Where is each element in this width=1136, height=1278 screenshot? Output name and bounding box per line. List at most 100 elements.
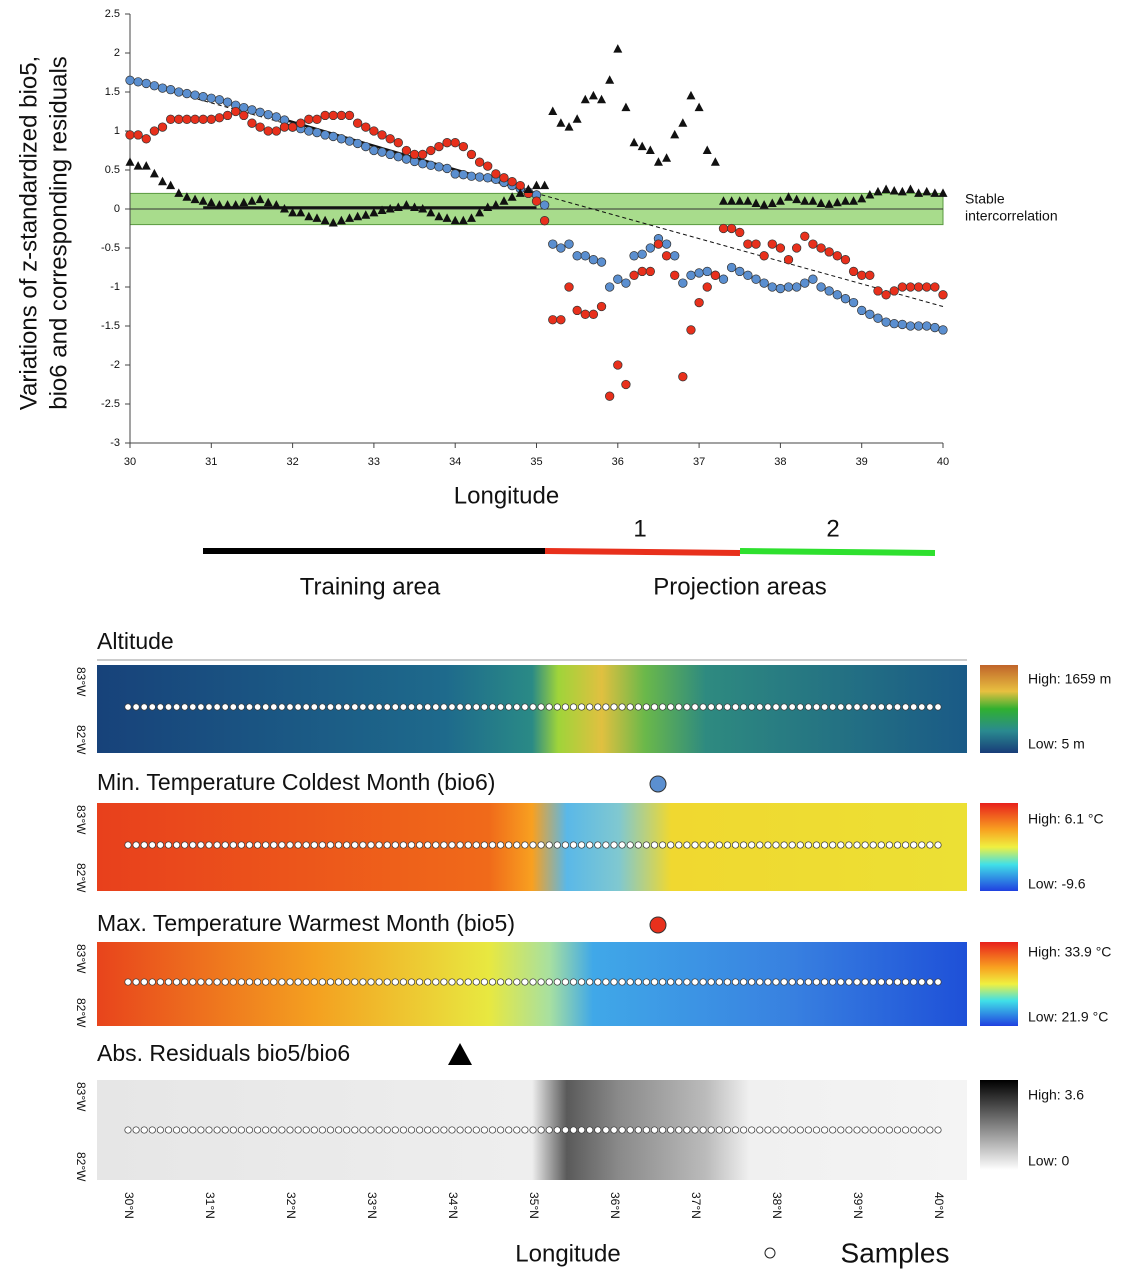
point (426, 145, 436, 156)
sample (594, 1126, 602, 1134)
sample (270, 978, 278, 986)
sample (181, 1126, 189, 1134)
point (645, 266, 655, 277)
sample (545, 841, 553, 849)
sample (262, 703, 270, 711)
lat-label: 83°W (74, 805, 88, 835)
sample (245, 703, 254, 711)
point (548, 315, 558, 325)
sample (715, 1126, 723, 1134)
sample (537, 1126, 545, 1134)
residual-point (442, 213, 452, 222)
point (930, 322, 940, 333)
sample (399, 978, 407, 986)
sample (788, 841, 796, 849)
residual-point (401, 200, 411, 209)
sample (205, 1126, 213, 1134)
point (857, 270, 867, 280)
point (312, 127, 322, 138)
point (897, 319, 907, 330)
point (336, 110, 347, 121)
residual-point (418, 204, 428, 213)
sample (748, 978, 756, 986)
sample (351, 841, 359, 849)
point (474, 157, 485, 167)
sample (885, 703, 893, 711)
sample (359, 978, 367, 986)
sample (156, 703, 164, 711)
point (239, 102, 249, 113)
sample (756, 703, 764, 711)
sample (156, 1126, 164, 1134)
residual-point (938, 188, 948, 197)
sample (351, 978, 359, 986)
sample (829, 703, 837, 711)
point (182, 88, 192, 99)
samples-label: Samples (841, 1237, 950, 1268)
sample (472, 703, 480, 711)
sample (642, 978, 650, 986)
residual-point (914, 188, 924, 197)
legend-bar (980, 803, 1018, 891)
sample (237, 841, 245, 849)
y-tick-label: 0.5 (105, 164, 120, 176)
sample (837, 841, 845, 849)
x-tick-label: 37 (693, 456, 705, 468)
sample (578, 1126, 586, 1134)
sample (488, 841, 497, 849)
sample (804, 703, 812, 711)
residual-point (499, 196, 509, 205)
sample (893, 1126, 902, 1134)
point (214, 113, 225, 123)
sample (537, 841, 545, 849)
point (661, 251, 672, 261)
point (816, 243, 826, 253)
legend-low: Low: -9.6 (1028, 876, 1086, 892)
sample (424, 1126, 432, 1134)
point (800, 231, 810, 241)
point (418, 149, 428, 160)
sample (132, 1126, 140, 1134)
sample (529, 841, 537, 849)
point (133, 77, 143, 87)
sample (156, 978, 164, 986)
residual-point (483, 202, 493, 211)
sample (505, 1126, 513, 1134)
sample (748, 703, 756, 711)
x-tick-label: 32 (286, 456, 298, 468)
sample (148, 841, 156, 849)
residual-point (288, 207, 298, 217)
point (418, 159, 428, 169)
sample (326, 841, 335, 849)
sample (181, 978, 189, 986)
point (881, 317, 891, 327)
residual-point (458, 215, 468, 225)
point (133, 130, 143, 140)
sample (407, 978, 416, 986)
sample (893, 978, 902, 986)
sample (691, 841, 699, 849)
point (377, 147, 387, 157)
sample (148, 978, 156, 986)
sample (529, 1126, 537, 1134)
residual-point (515, 188, 525, 197)
sample (610, 1126, 618, 1134)
sample (569, 703, 578, 711)
residual-point (166, 180, 176, 190)
sample (934, 978, 942, 986)
point (174, 114, 184, 124)
sample (286, 841, 294, 849)
residual-point (605, 75, 615, 84)
sample (667, 1126, 675, 1134)
sample (569, 841, 578, 849)
sample (221, 1126, 229, 1134)
point (369, 145, 379, 156)
sample (707, 1126, 715, 1134)
sample (464, 841, 472, 849)
sample (675, 703, 683, 711)
point (287, 122, 298, 132)
point (832, 290, 842, 300)
sample (731, 703, 740, 711)
lat-label: 83°W (74, 944, 88, 974)
